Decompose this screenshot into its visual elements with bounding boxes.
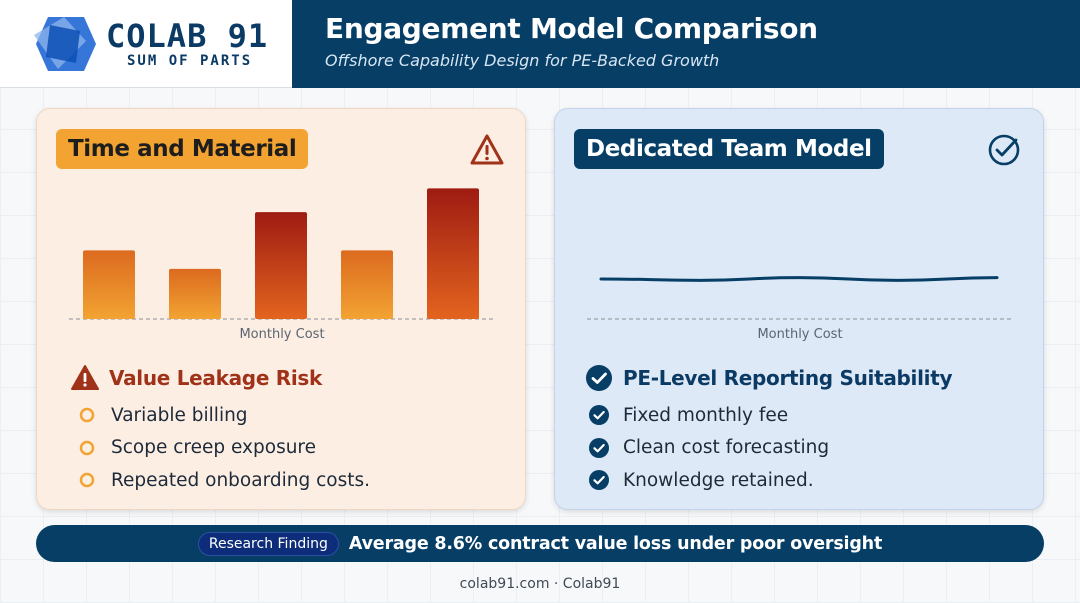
benefit-list: Fixed monthly fee Clean cost forecasting… (589, 399, 829, 497)
check-filled-icon (589, 405, 609, 426)
risk-list: Variable billing Scope creep exposure Re… (77, 399, 370, 497)
card-tag: Time and Material (56, 129, 309, 169)
section-heading: Value Leakage Risk (71, 363, 322, 393)
section-title: Value Leakage Risk (109, 366, 323, 390)
circle-bullet-icon (79, 440, 95, 455)
x-axis-label: Monthly Cost (239, 327, 325, 342)
bar-2 (169, 268, 221, 319)
bar-3 (255, 212, 307, 319)
list-item: Scope creep exposure (77, 432, 370, 465)
monthly-cost-line-chart (587, 276, 1013, 320)
list-item-text: Repeated onboarding costs. (111, 469, 370, 491)
list-item: Clean cost forecasting (589, 432, 829, 465)
list-item-text: Clean cost forecasting (623, 437, 830, 459)
list-item: Repeated onboarding costs. (77, 464, 370, 497)
research-finding-text: Average 8.6% contract value loss under p… (348, 533, 883, 554)
brand-name: COLAB 91 (106, 17, 269, 55)
research-finding-badge: Research Finding (197, 531, 339, 556)
footer-credit: colab91.com · Colab91 (459, 576, 621, 592)
header: COLAB 91 SUM OF PARTS Engagement Model C… (0, 0, 1080, 88)
warning-triangle-icon (470, 134, 504, 165)
bar-4 (341, 250, 393, 319)
list-item-text: Variable billing (111, 404, 248, 426)
bar-5 (427, 188, 479, 319)
check-circle-icon (988, 134, 1020, 166)
section-heading: PE-Level Reporting Suitability (585, 363, 953, 393)
bar-1 (83, 250, 135, 319)
warning-filled-icon (71, 365, 99, 390)
card-tag: Dedicated Team Model (574, 129, 884, 169)
list-item: Variable billing (77, 399, 370, 432)
cost-line-series (599, 276, 999, 282)
brand-tagline: SUM OF PARTS (127, 53, 253, 69)
page-title: Engagement Model Comparison (325, 12, 818, 45)
circle-bullet-icon (79, 408, 95, 423)
check-filled-icon (589, 437, 609, 458)
colab91-logo-icon (34, 17, 96, 71)
check-filled-icon (586, 365, 612, 391)
check-filled-icon (589, 470, 609, 491)
logo-panel: COLAB 91 SUM OF PARTS (0, 0, 292, 88)
list-item-text: Scope creep exposure (111, 437, 317, 459)
dedicated-team-card: Dedicated Team Model Monthly Cost PE-Lev… (554, 108, 1044, 510)
title-panel: Engagement Model Comparison Offshore Cap… (292, 0, 1080, 88)
list-item-text: Fixed monthly fee (623, 404, 789, 426)
list-item: Fixed monthly fee (589, 399, 829, 432)
section-title: PE-Level Reporting Suitability (623, 366, 953, 390)
x-axis-label: Monthly Cost (757, 327, 843, 342)
list-item: Knowledge retained. (589, 464, 829, 497)
circle-bullet-icon (79, 473, 95, 488)
monthly-cost-bar-chart (69, 188, 495, 320)
page-subtitle: Offshore Capability Design for PE-Backed… (325, 51, 720, 70)
research-finding-banner: Research Finding Average 8.6% contract v… (36, 525, 1044, 562)
time-and-material-card: Time and Material Monthly Cost Value Lea… (36, 108, 526, 510)
list-item-text: Knowledge retained. (623, 469, 814, 491)
